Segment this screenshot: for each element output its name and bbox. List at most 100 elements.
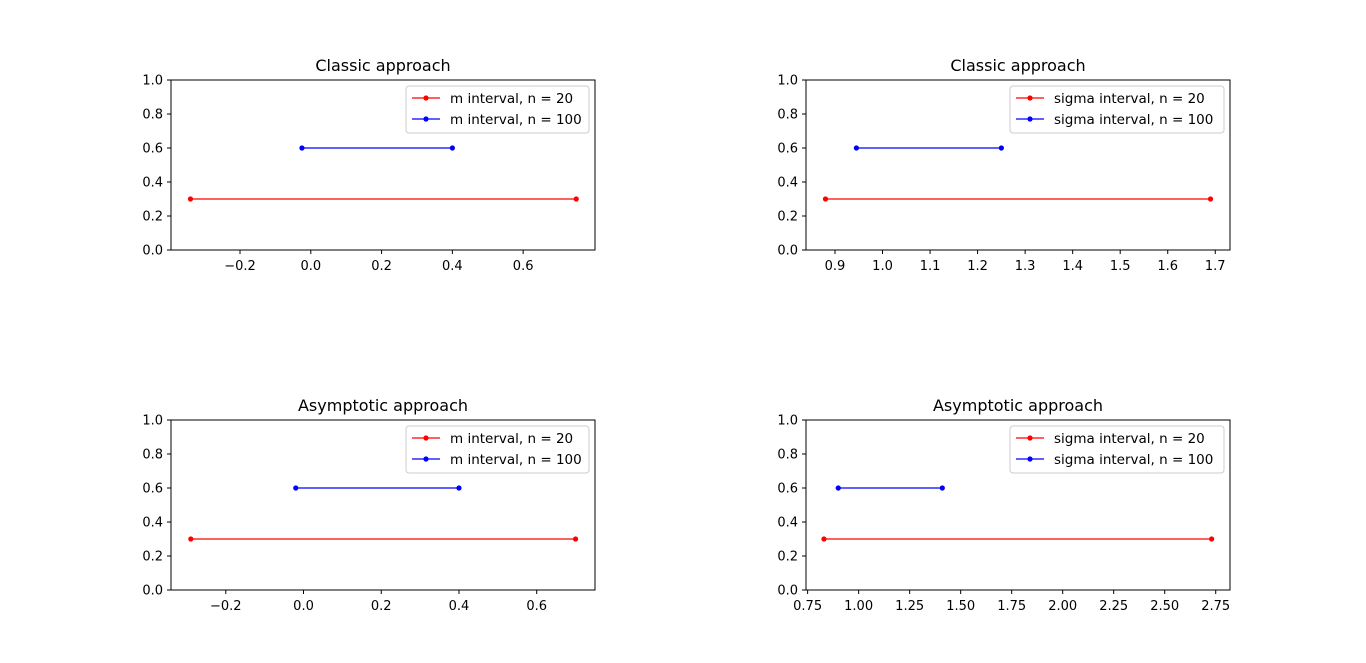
legend-label: m interval, n = 20	[450, 91, 573, 107]
y-tick-label: 0.0	[142, 244, 163, 259]
y-tick-label: 0.8	[142, 108, 163, 123]
y-tick-label: 0.4	[142, 176, 163, 191]
series-point	[939, 485, 945, 491]
axes-frame	[805, 419, 1231, 591]
y-tick-label: 0.8	[142, 448, 163, 463]
series-point	[1207, 196, 1214, 202]
y-tick-label: 0.0	[777, 244, 798, 259]
x-tick-label: 0.9	[825, 259, 846, 274]
x-tick-label: 1.0	[872, 259, 893, 274]
x-tick-label: 1.5	[1110, 259, 1131, 274]
legend: sigma interval, n = 20 sigma interval, n …	[1009, 85, 1225, 134]
series-point	[572, 536, 579, 542]
x-tick-label: 1.00	[844, 599, 873, 614]
y-tick-label: 0.2	[142, 550, 163, 565]
series-point	[822, 196, 829, 202]
y-tick-label: 0.8	[777, 448, 798, 463]
legend-label: sigma interval, n = 100	[1054, 112, 1213, 128]
x-tick-label: 1.6	[1157, 259, 1178, 274]
y-tick-label: 0.4	[777, 176, 798, 191]
x-tick-label: 1.75	[997, 599, 1026, 614]
x-tick-label: 1.25	[895, 599, 924, 614]
subplot-2: Classic approach 0.9 1.0 1.1 1.2 1.3 1.4 1.5 1.6…	[777, 56, 1231, 274]
y-tick-label: 0.2	[777, 550, 798, 565]
series-point	[293, 485, 299, 491]
y-tick-label: 0.6	[142, 482, 163, 497]
legend-label: m interval, n = 100	[450, 112, 582, 128]
x-tick-label: 0.2	[371, 259, 392, 274]
y-tick-label: 0.4	[142, 516, 163, 531]
axes-frame	[170, 419, 596, 591]
legend-box	[405, 425, 590, 474]
y-tick-label: 1.0	[142, 414, 163, 429]
x-tick-label: 0.4	[442, 259, 463, 274]
y-tick-label: 0.2	[777, 210, 798, 225]
legend-label: m interval, n = 100	[450, 452, 582, 468]
x-tick-label: 1.2	[967, 259, 988, 274]
legend-marker	[423, 116, 429, 122]
x-tick-label: 1.7	[1205, 259, 1226, 274]
y-tick-label: 0.6	[777, 142, 798, 157]
legend-box	[405, 85, 590, 134]
y-tick-label: 0.2	[142, 210, 163, 225]
series-point	[456, 485, 462, 491]
x-tick-label: −0.2	[210, 599, 242, 614]
x-tick-label: 0.75	[793, 599, 822, 614]
legend-label: sigma interval, n = 20	[1054, 431, 1205, 447]
series-point	[299, 145, 305, 151]
legend-marker	[1027, 435, 1033, 441]
x-tick-label: 0.6	[526, 599, 547, 614]
x-tick-label: 0.2	[371, 599, 392, 614]
legend-box	[1009, 85, 1225, 134]
plot-title: Asymptotic approach	[298, 396, 468, 415]
plot-title: Classic approach	[950, 56, 1085, 75]
x-tick-label: 0.4	[449, 599, 470, 614]
x-tick-label: 0.0	[300, 259, 321, 274]
plot-title: Classic approach	[315, 56, 450, 75]
legend-marker	[1027, 116, 1033, 122]
x-tick-label: 0.6	[513, 259, 534, 274]
x-tick-label: −0.2	[224, 259, 256, 274]
x-tick-label: 2.75	[1201, 599, 1230, 614]
legend-marker	[1027, 95, 1033, 101]
y-tick-label: 1.0	[777, 414, 798, 429]
legend-marker	[1027, 456, 1033, 462]
series-point	[1209, 536, 1215, 542]
y-tick-label: 0.8	[777, 108, 798, 123]
legend-label: m interval, n = 20	[450, 431, 573, 447]
x-tick-label: 1.1	[920, 259, 941, 274]
legend: sigma interval, n = 20 sigma interval, n …	[1009, 425, 1225, 474]
y-tick-label: 0.0	[142, 584, 163, 599]
subplot-1: Classic approach −0.2 0.0 0.2 0.4 0.6 0.0 0.2 0.…	[142, 56, 596, 274]
axes-frame	[170, 79, 596, 251]
x-tick-label: 0.0	[293, 599, 314, 614]
legend-marker	[423, 456, 429, 462]
x-tick-label: 1.3	[1015, 259, 1036, 274]
x-tick-label: 2.25	[1099, 599, 1128, 614]
x-tick-label: 2.50	[1150, 599, 1179, 614]
x-tick-label: 1.50	[946, 599, 975, 614]
y-tick-label: 0.6	[142, 142, 163, 157]
plot-title: Asymptotic approach	[933, 396, 1103, 415]
axes-frame	[805, 79, 1231, 251]
series-point	[449, 145, 455, 151]
series-point	[835, 485, 841, 491]
x-tick-label: 1.4	[1062, 259, 1083, 274]
legend: m interval, n = 20 m interval, n = 100	[405, 425, 590, 474]
y-tick-label: 1.0	[777, 74, 798, 89]
legend-label: sigma interval, n = 100	[1054, 452, 1213, 468]
series-point	[188, 536, 194, 542]
subplot-4: Asymptotic approach 0.75 1.00 1.25 1.50 1.75 2…	[777, 396, 1231, 614]
series-point	[998, 145, 1004, 151]
y-tick-label: 1.0	[142, 74, 163, 89]
legend-marker	[423, 435, 429, 441]
x-tick-label: 2.00	[1048, 599, 1077, 614]
legend: m interval, n = 20 m interval, n = 100	[405, 85, 590, 134]
series-point	[187, 196, 194, 202]
series-point	[853, 145, 859, 151]
legend-label: sigma interval, n = 20	[1054, 91, 1205, 107]
series-point	[573, 196, 579, 202]
y-tick-label: 0.4	[777, 516, 798, 531]
series-point	[821, 536, 827, 542]
